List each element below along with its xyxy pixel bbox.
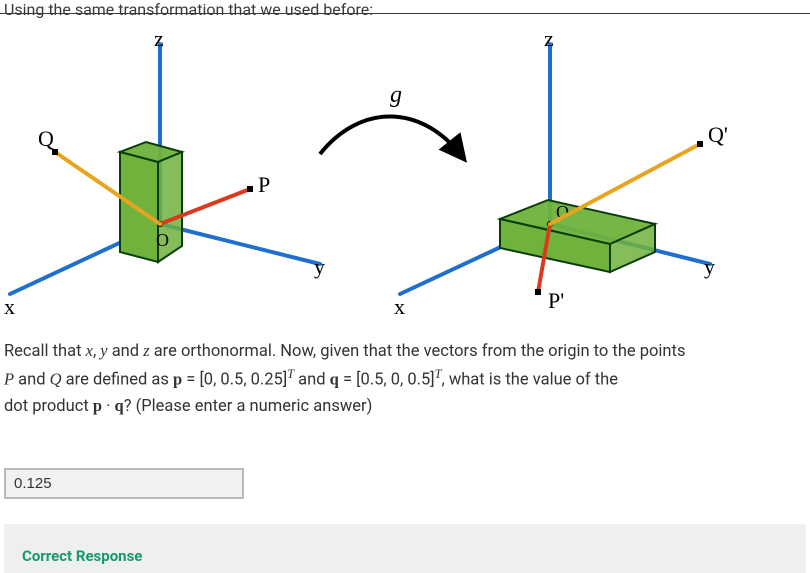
var-x: x (86, 341, 93, 360)
svg-text:z: z (544, 26, 554, 51)
svg-text:x: x (4, 294, 15, 319)
question-text: Recall that x, y and z are orthonormal. … (4, 338, 800, 419)
var-big-p: P (4, 369, 14, 388)
q-part: and (14, 370, 50, 389)
svg-text:y: y (704, 254, 715, 279)
dot-op: · (102, 397, 115, 416)
q-part: are orthonormal. Now, given that the vec… (150, 342, 686, 361)
q-eq: = (182, 370, 199, 389)
section-rule (0, 13, 810, 14)
q-part: , what is the value of the (441, 370, 618, 389)
q-part: dot product (4, 397, 93, 416)
intro-text: Using the same transformation that we us… (4, 0, 373, 19)
feedback-label: Correct Response (22, 547, 142, 565)
vec-p: p (173, 369, 182, 388)
var-big-q: Q (50, 369, 62, 388)
transformation-diagram: OPQzyxOP'Q'zyxg (0, 24, 810, 324)
q-part: and (294, 370, 330, 389)
svg-text:P': P' (548, 288, 564, 313)
q-part: and (108, 342, 144, 361)
svg-text:Q: Q (38, 126, 54, 151)
var-y: y (100, 341, 107, 360)
svg-text:O: O (156, 230, 169, 250)
vec-q2: q (115, 396, 124, 415)
svg-text:g: g (390, 82, 402, 108)
svg-text:Q': Q' (708, 122, 728, 147)
q-value: [0.5, 0, 0.5] (356, 370, 435, 389)
vec-p2: p (93, 396, 102, 415)
q-part: ? (Please enter a numeric answer) (124, 397, 373, 416)
answer-input[interactable] (4, 468, 244, 499)
vec-q: q (330, 369, 339, 388)
svg-text:x: x (394, 294, 405, 319)
svg-text:z: z (154, 26, 164, 51)
svg-text:y: y (314, 254, 325, 279)
svg-text:P: P (258, 172, 270, 197)
q-part: are defined as (62, 370, 173, 389)
q-eq: = (339, 370, 356, 389)
q-part: Recall that (4, 342, 86, 361)
p-value: [0, 0.5, 0.25] (199, 370, 287, 389)
feedback-bar: Correct Response (4, 524, 806, 573)
